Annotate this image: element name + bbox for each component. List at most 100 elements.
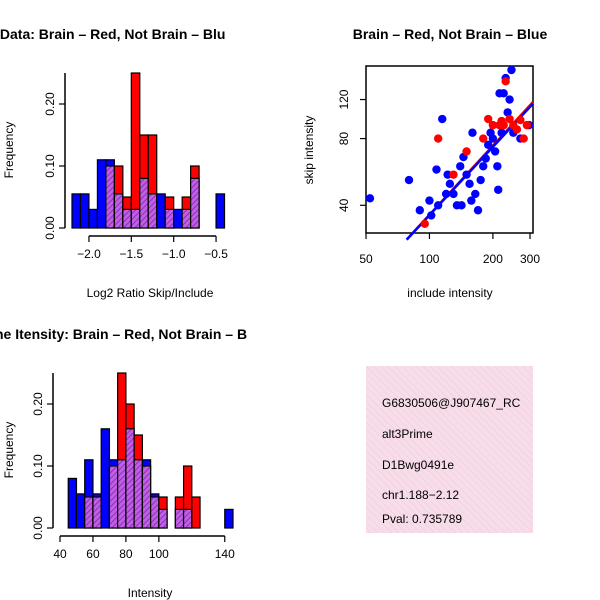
scatter-axes: 50 100 200 300 40 80 120 (337, 89, 540, 266)
x-tick-label: 60 (86, 547, 100, 561)
scatter-point-red-4 (479, 134, 488, 143)
histogram-overlap-2-6 (117, 459, 127, 529)
scatter-point-blue-14 (457, 201, 466, 210)
histogram-bar-2-4 (100, 428, 111, 529)
ratio-x-axis-label: Log2 Ratio Skip/Include (87, 286, 214, 300)
histogram-overlap-0-5 (113, 193, 124, 229)
scatter-point-red-5 (483, 114, 493, 124)
scatter-point-red-1 (433, 134, 443, 143)
histogram-bar-2-14 (191, 496, 201, 529)
scatter-point-blue-27 (488, 134, 498, 143)
scatter-point-red-2 (449, 170, 458, 179)
scatter-points (365, 65, 534, 229)
scatter-point-blue-25 (483, 140, 493, 149)
scatter-point-blue-36 (505, 95, 514, 104)
histogram-bar-0-15 (215, 193, 226, 229)
ratio-y-axis-label: Frequency (2, 122, 16, 179)
histogram-bar-2-1 (75, 493, 86, 529)
histogram-overlap-0-13 (181, 208, 192, 229)
y-tick-label: 0.10 (43, 154, 57, 178)
scatter-point-blue-16 (462, 170, 471, 179)
histogram-bar-2-15 (224, 508, 234, 529)
gene-name-text: D1Bwg0491e (382, 458, 454, 472)
scatter-point-blue-6 (433, 201, 443, 210)
y-tick-label: 0.10 (31, 454, 45, 478)
scatter-point-red-16 (522, 120, 532, 130)
y-tick-label: 0.00 (31, 516, 45, 540)
x-tick-label: −0.5 (204, 247, 228, 261)
histogram-overlap-0-11 (164, 208, 175, 229)
y-tick-label: 0.00 (43, 216, 57, 240)
scatter-point-red-3 (462, 147, 471, 156)
ratio-axes: 0.00 0.10 0.20 −2.0 −1.5 −1.0 −0.5 (43, 73, 228, 261)
histogram-overlap-2-7 (125, 428, 135, 529)
scatter-point-blue-2 (415, 206, 424, 215)
scatter-point-blue-22 (476, 175, 485, 185)
scatter-x-tick-label: 100 (419, 252, 439, 266)
intensity-bars (67, 372, 234, 529)
pval-text: Pval: 0.735789 (382, 512, 462, 526)
scatter-point-blue-17 (465, 179, 474, 189)
scatter-plot-frame (365, 65, 534, 234)
scatter-point-blue-1 (404, 175, 414, 185)
x-tick-label: −1.5 (119, 247, 143, 261)
scatter-point-red-11 (505, 114, 514, 124)
scatter-point-blue-19 (468, 128, 477, 137)
scatter-point-blue-11 (449, 189, 458, 199)
histogram-bar-0-0 (71, 193, 82, 229)
y-tick-label: 0.20 (43, 92, 57, 116)
scatter-point-blue-3 (425, 196, 434, 205)
scatter-point-blue-35 (503, 108, 512, 117)
scatter-point-blue-9 (443, 170, 452, 179)
scatter-point-blue-23 (479, 162, 488, 171)
scatter-chart-title: Brain – Red, Not Brain – Blue (353, 26, 548, 42)
ratio-bars (71, 72, 226, 229)
scatter-point-blue-32 (497, 128, 506, 137)
histogram-bar-0-1 (79, 193, 90, 229)
intensity-chart-title: ne Itensity: Brain – Red, Not Brain – B (0, 326, 247, 342)
scatter-point-blue-30 (494, 185, 503, 194)
histogram-bar-0-10 (156, 193, 166, 229)
scatter-point-red-9 (499, 120, 508, 130)
scatter-point-blue-37 (507, 65, 516, 75)
x-tick-label: −2.0 (77, 247, 101, 261)
scatter-point-blue-18 (467, 196, 476, 205)
scatter-point-red-15 (519, 134, 528, 143)
scatter-point-blue-20 (471, 189, 480, 199)
histogram-overlap-2-9 (141, 465, 152, 529)
histogram-overlap-2-2 (84, 496, 94, 529)
scatter-point-blue-21 (473, 206, 483, 215)
scatter-point-blue-24 (481, 154, 490, 163)
info-panel: G6830506@J907467_RC alt3Prime D1Bwg0491e… (366, 366, 533, 533)
scatter-point-red-6 (488, 120, 498, 130)
scatter-y-tick-label: 120 (337, 89, 351, 109)
intensity-axes: 0.00 0.10 0.20 40 60 80 100 140 (31, 373, 235, 561)
info-clip-mask (533, 360, 600, 540)
histogram-overlap-2-12 (174, 508, 185, 529)
scatter-x-tick-label: 300 (520, 252, 540, 266)
probe-id-text: G6830506@J907467_RC (382, 396, 521, 410)
histogram-overlap-2-5 (108, 465, 119, 529)
scatter-point-blue-8 (441, 189, 451, 199)
scatter-point-blue-28 (490, 147, 500, 156)
intensity-y-axis-label: Frequency (2, 422, 16, 479)
histogram-overlap-2-11 (158, 508, 168, 529)
histogram-overlap-0-8 (139, 177, 149, 229)
intensity-histogram-panel: ne Itensity: Brain – Red, Not Brain – B … (0, 326, 247, 600)
x-tick-label: −1.0 (162, 247, 186, 261)
x-tick-label: 140 (215, 547, 235, 561)
scatter-point-blue-13 (456, 162, 465, 171)
scatter-point-red-13 (512, 125, 522, 134)
histogram-overlap-0-14 (190, 177, 200, 229)
histogram-overlap-2-10 (150, 496, 160, 529)
histogram-overlap-0-9 (147, 193, 158, 229)
histogram-bar-0-3 (96, 159, 107, 229)
x-tick-label: 100 (149, 547, 169, 561)
scatter-panel: Brain – Red, Not Brain – Blue 50 100 200 30… (302, 26, 547, 300)
scatter-x-tick-label: 200 (483, 252, 503, 266)
ratio-histogram-panel: atioData: Brain – Red, Not Brain – Blu 0… (0, 26, 228, 300)
scatter-point-red-10 (501, 77, 510, 86)
x-tick-label: 80 (119, 547, 133, 561)
histogram-overlap-2-13 (182, 508, 193, 529)
